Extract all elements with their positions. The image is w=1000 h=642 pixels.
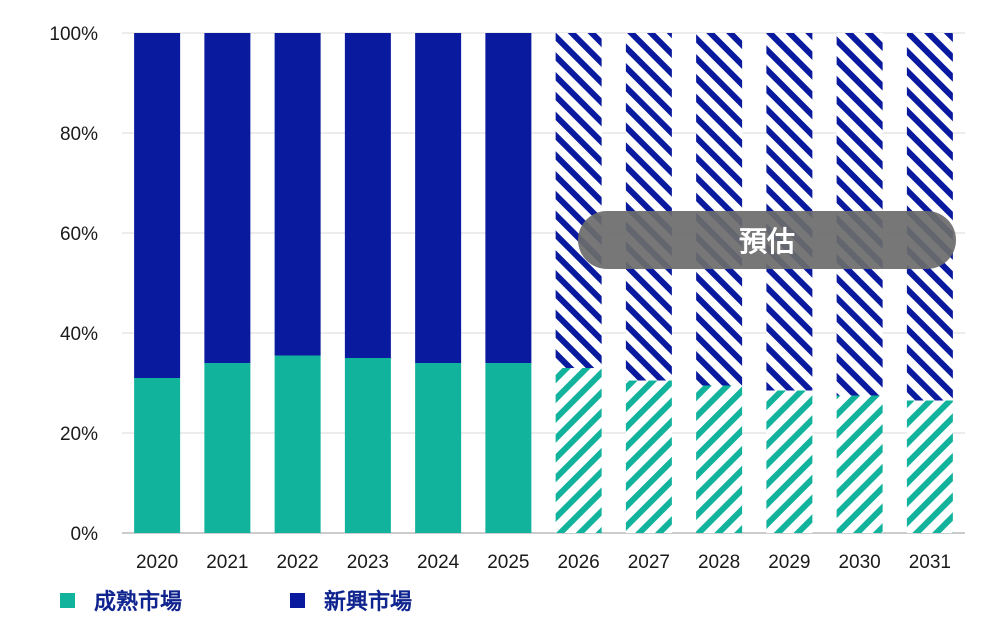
bar-emerging-2027 — [625, 33, 672, 381]
bar-mature-2027 — [625, 380, 672, 533]
x-tick-label: 2030 — [838, 552, 880, 573]
x-tick-label: 2023 — [347, 552, 389, 573]
bar-emerging-2021 — [204, 33, 251, 363]
x-tick-label: 2025 — [487, 552, 529, 573]
gridlines — [122, 32, 965, 534]
bar-mature-2021 — [204, 363, 251, 533]
legend-label-emerging: 新興市場 — [324, 589, 412, 615]
y-axis-ticks: 0% 20% 40% 60% 80% 100% — [49, 24, 98, 545]
bar-mature-2026 — [555, 368, 602, 533]
forecast-annotation: 預估 — [578, 211, 956, 269]
legend-label-mature: 成熟市場 — [94, 589, 182, 615]
bar-emerging-2026 — [555, 33, 602, 368]
legend: 成熟市場 新興市場 — [60, 589, 412, 615]
forecast-badge — [578, 211, 956, 269]
bar-mature-2029 — [766, 390, 813, 533]
x-tick-label: 2024 — [417, 552, 460, 573]
x-tick-label: 2021 — [206, 552, 248, 573]
y-tick-label: 20% — [60, 424, 98, 445]
bar-emerging-2022 — [274, 33, 321, 356]
bar-emerging-2020 — [134, 33, 181, 378]
bar-emerging-2024 — [415, 33, 462, 363]
bar-mature-2025 — [485, 363, 532, 533]
bar-mature-2020 — [134, 378, 181, 533]
legend-swatch-emerging — [290, 593, 305, 608]
bar-emerging-2028 — [696, 33, 743, 386]
bar-mature-2030 — [836, 395, 883, 533]
bar-mature-2028 — [696, 385, 743, 533]
bar-mature-2031 — [906, 400, 953, 533]
y-tick-label: 0% — [71, 524, 99, 545]
y-tick-label: 80% — [60, 124, 98, 145]
y-tick-label: 60% — [60, 224, 98, 245]
y-tick-label: 100% — [49, 24, 98, 45]
legend-swatch-mature — [60, 593, 75, 608]
y-tick-label: 40% — [60, 324, 98, 345]
forecast-badge-label: 預估 — [739, 225, 795, 258]
x-tick-label: 2029 — [768, 552, 810, 573]
bars-group — [134, 33, 953, 533]
bar-mature-2024 — [415, 363, 462, 533]
bar-mature-2023 — [344, 358, 391, 533]
bar-emerging-2025 — [485, 33, 532, 363]
x-tick-label: 2020 — [136, 552, 178, 573]
x-tick-label: 2028 — [698, 552, 740, 573]
bar-emerging-2023 — [344, 33, 391, 358]
x-tick-label: 2031 — [909, 552, 951, 573]
bar-mature-2022 — [274, 355, 321, 533]
x-tick-label: 2026 — [557, 552, 599, 573]
x-axis-ticks: 2020 2021 2022 2023 2024 2025 2026 2027 2028 2029… — [136, 552, 951, 573]
x-tick-label: 2027 — [628, 552, 670, 573]
x-tick-label: 2022 — [276, 552, 318, 573]
